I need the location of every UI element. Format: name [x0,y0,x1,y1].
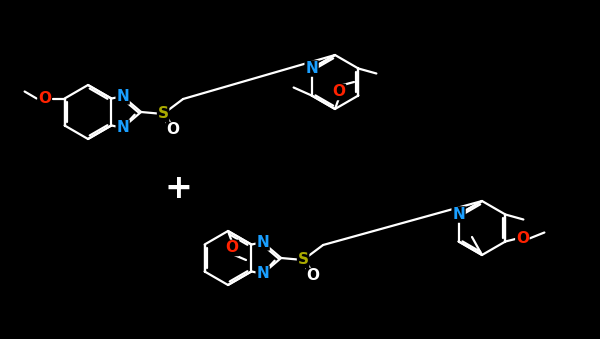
Text: N: N [305,61,318,76]
Text: N: N [256,235,269,250]
Text: S: S [298,253,308,267]
Text: +: + [164,172,192,204]
Text: S: S [158,106,169,121]
Text: N: N [256,266,269,281]
Text: N: N [116,120,129,135]
Text: O: O [38,91,51,106]
Text: O: O [226,240,239,256]
Text: O: O [516,231,529,246]
Text: N: N [452,207,465,222]
Text: O: O [307,268,320,283]
Text: O: O [332,84,346,100]
Text: O: O [167,122,179,138]
Text: N: N [116,89,129,104]
